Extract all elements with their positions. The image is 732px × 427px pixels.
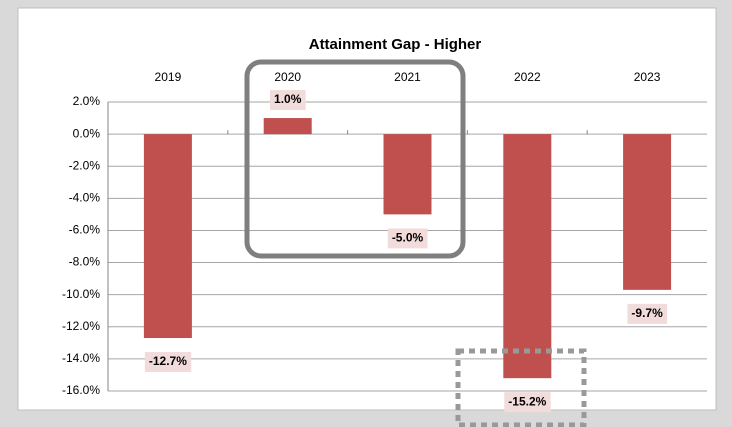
data-label-bg <box>504 392 551 413</box>
bar <box>503 134 552 379</box>
x-tick-label: 2020 <box>274 70 301 84</box>
chart-title: Attainment Gap - Higher <box>309 36 482 53</box>
data-label-bg <box>627 303 668 324</box>
data-label-bg <box>144 352 192 373</box>
y-tick-label: -2.0% <box>69 158 101 172</box>
y-tick-label: 2.0% <box>73 94 101 108</box>
bar <box>143 134 192 339</box>
data-label-bg <box>270 90 306 111</box>
data-label: -5.0% <box>392 231 424 245</box>
y-tick-label: 0.0% <box>73 126 101 140</box>
y-tick-label: -8.0% <box>69 255 101 269</box>
data-label: -12.7% <box>149 354 187 368</box>
dotted-highlight-box <box>455 348 587 427</box>
data-label: -9.7% <box>631 306 663 320</box>
x-tick-label: 2019 <box>155 70 182 84</box>
x-tick-label: 2022 <box>514 70 541 84</box>
bar <box>383 134 432 215</box>
bar <box>623 134 672 290</box>
data-label-bg <box>387 228 428 249</box>
y-tick-label: -16.0% <box>62 383 100 397</box>
chart-area <box>17 7 717 411</box>
data-label: 1.0% <box>274 92 302 106</box>
x-tick-label: 2021 <box>394 70 421 84</box>
y-tick-label: -4.0% <box>69 191 101 205</box>
data-label: -15.2% <box>508 394 546 408</box>
bar <box>263 118 312 135</box>
y-tick-label: -6.0% <box>69 223 101 237</box>
y-tick-label: -12.0% <box>62 319 100 333</box>
y-tick-label: -14.0% <box>62 351 100 365</box>
x-tick-label: 2023 <box>634 70 661 84</box>
y-tick-label: -10.0% <box>62 287 100 301</box>
highlight-box <box>244 59 466 259</box>
